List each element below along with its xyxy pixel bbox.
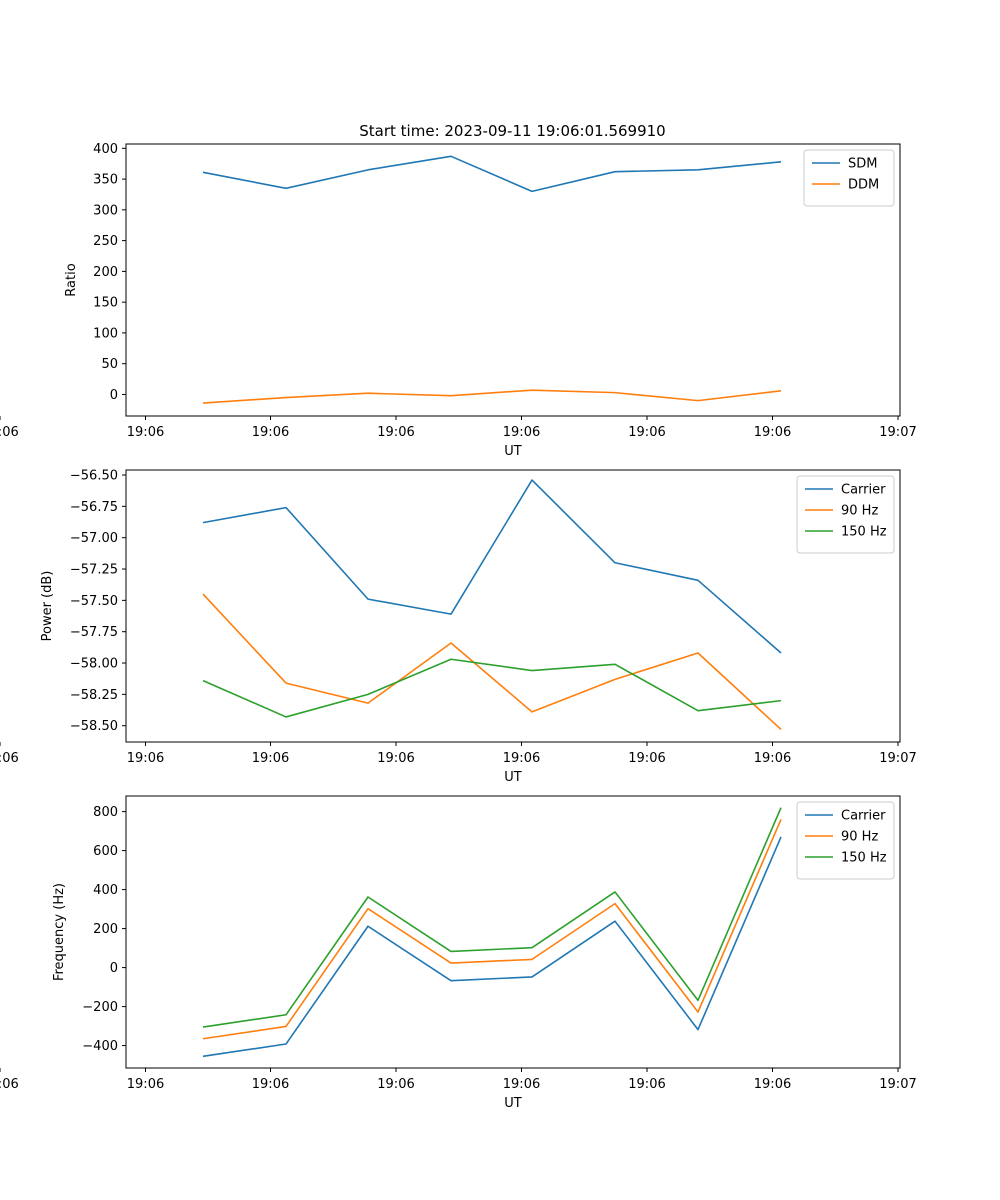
y-tick-label: 250 bbox=[93, 234, 118, 249]
x-axis-label: UT bbox=[504, 770, 522, 785]
legend: SDM DDM bbox=[803, 149, 895, 207]
x-axis-label: UT bbox=[504, 1096, 522, 1111]
legend: Carrier 90 Hz 150 Hz bbox=[796, 475, 895, 554]
series-line-150-hz bbox=[202, 807, 782, 1028]
x-tick-label: 19:06 bbox=[127, 751, 164, 766]
legend: Carrier 90 Hz 150 Hz bbox=[796, 801, 895, 880]
x-tick-label: 19:06 bbox=[628, 1077, 665, 1092]
x-tick-label: 19:06 bbox=[628, 751, 665, 766]
y-tick-label: −58.25 bbox=[70, 688, 118, 703]
y-tick-label: 100 bbox=[93, 326, 118, 341]
x-tick-label: 19:06 bbox=[503, 1077, 540, 1092]
subplot-3: −400 −200 0 200 400 600 800 19:06 19:06 19:06 19:0… bbox=[0, 795, 917, 1111]
series-line-carrier bbox=[202, 479, 782, 654]
x-axis-label: UT bbox=[504, 444, 522, 459]
x-tick-label: 19:06 bbox=[252, 1077, 289, 1092]
series-line-ddm bbox=[202, 389, 782, 404]
subplot-1: 0 50 100 150 200 250 300 350 400 19:06 19:06 19:06 1… bbox=[0, 142, 917, 459]
y-tick-label: 600 bbox=[93, 844, 118, 859]
x-tick-label: 19:06 bbox=[252, 425, 289, 440]
x-tick-label: 19:06 bbox=[377, 751, 414, 766]
x-tick-label: 19:06 bbox=[628, 425, 665, 440]
x-tick-label: 19:06 bbox=[754, 1077, 791, 1092]
legend-entry: DDM bbox=[848, 178, 879, 193]
x-tick-label: 19:06 bbox=[0, 751, 19, 766]
series-line-sdm bbox=[202, 155, 782, 193]
x-tick-label: 19:07 bbox=[879, 751, 916, 766]
y-tick-label: 0 bbox=[110, 388, 118, 403]
x-tick-label: 19:06 bbox=[503, 425, 540, 440]
legend-box bbox=[803, 149, 895, 207]
y-tick-label: −400 bbox=[82, 1039, 118, 1054]
y-tick-label: −58.00 bbox=[70, 657, 118, 672]
y-tick-label: 800 bbox=[93, 805, 118, 820]
y-axis-label: Ratio bbox=[64, 263, 79, 296]
y-tick-label: −57.75 bbox=[70, 625, 118, 640]
y-tick-label: −56.50 bbox=[70, 469, 118, 484]
x-tick-label: 19:06 bbox=[0, 1077, 19, 1092]
series-line-carrier bbox=[202, 836, 782, 1058]
y-tick-label: 200 bbox=[93, 265, 118, 280]
subplots: 0 50 100 150 200 250 300 350 400 19:06 19:06 19:06 1… bbox=[0, 142, 917, 1111]
y-tick-label: −56.75 bbox=[70, 500, 118, 515]
legend-entry: 90 Hz bbox=[841, 830, 878, 845]
y-tick-label: 200 bbox=[93, 922, 118, 937]
y-tick-label: −57.50 bbox=[70, 594, 118, 609]
y-axis-label: Power (dB) bbox=[40, 571, 55, 642]
legend-entry: 90 Hz bbox=[841, 504, 878, 519]
figure-title: Start time: 2023-09-11 19:06:01.569910 bbox=[359, 122, 665, 140]
y-tick-label: −57.00 bbox=[70, 531, 118, 546]
y-tick-label: −58.50 bbox=[70, 719, 118, 734]
x-tick-label: 19:06 bbox=[503, 751, 540, 766]
y-tick-label: 0 bbox=[110, 961, 118, 976]
y-tick-label: 400 bbox=[93, 142, 118, 157]
y-tick-label: 300 bbox=[93, 203, 118, 218]
y-tick-label: 50 bbox=[101, 357, 118, 372]
x-tick-label: 19:06 bbox=[127, 425, 164, 440]
x-tick-label: 19:07 bbox=[879, 425, 916, 440]
y-axis-label: Frequency (Hz) bbox=[52, 883, 67, 981]
plot-area bbox=[125, 143, 901, 417]
x-tick-label: 19:06 bbox=[252, 751, 289, 766]
x-tick-label: 19:06 bbox=[127, 1077, 164, 1092]
y-tick-label: 400 bbox=[93, 883, 118, 898]
plot-area bbox=[125, 795, 901, 1069]
series-line-90-hz bbox=[202, 593, 782, 731]
legend-box bbox=[796, 475, 895, 554]
series-line-150-hz bbox=[202, 658, 782, 718]
legend-entry: Carrier bbox=[841, 483, 886, 498]
subplot-2: −58.50 −58.25 −58.00 −57.75 −57.50 −57.25 −57.… bbox=[0, 469, 917, 785]
x-tick-label: 19:06 bbox=[0, 425, 19, 440]
y-tick-label: −200 bbox=[82, 1000, 118, 1015]
x-tick-label: 19:06 bbox=[377, 425, 414, 440]
legend-entry: 150 Hz bbox=[841, 851, 887, 866]
legend-entry: 150 Hz bbox=[841, 525, 887, 540]
legend-entry: SDM bbox=[848, 157, 877, 172]
legend-box bbox=[796, 801, 895, 880]
x-tick-label: 19:06 bbox=[377, 1077, 414, 1092]
y-tick-label: 350 bbox=[93, 173, 118, 188]
x-tick-label: 19:06 bbox=[754, 425, 791, 440]
legend-entry: Carrier bbox=[841, 809, 886, 824]
y-tick-label: −57.25 bbox=[70, 563, 118, 578]
x-tick-label: 19:07 bbox=[879, 1077, 916, 1092]
y-tick-label: 150 bbox=[93, 296, 118, 311]
plot-area bbox=[125, 469, 901, 743]
x-tick-label: 19:06 bbox=[754, 751, 791, 766]
series-line-90-hz bbox=[202, 819, 782, 1040]
